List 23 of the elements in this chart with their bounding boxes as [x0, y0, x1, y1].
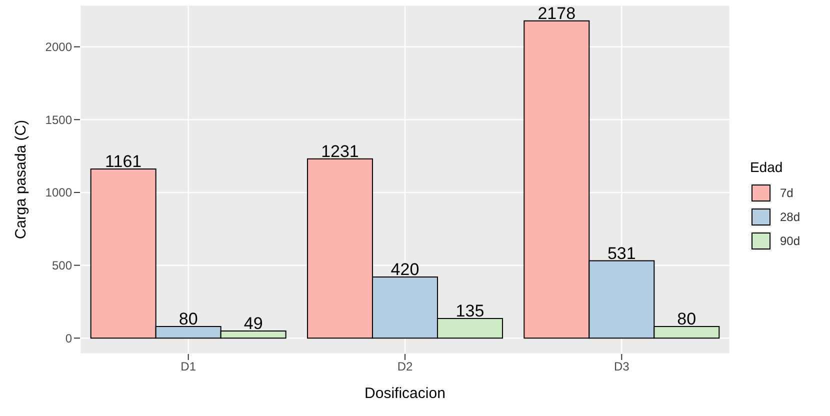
y-tick-label: 1000 [45, 186, 72, 200]
data-label: 80 [677, 309, 696, 328]
legend-title: Edad [750, 159, 784, 175]
data-label: 420 [390, 260, 420, 279]
y-tick-label: 2000 [45, 40, 72, 54]
data-label: 1161 [105, 152, 142, 172]
data-label: 2178 [538, 4, 576, 23]
y-tick-label: 0 [65, 331, 72, 346]
x-tick-label: D2 [397, 360, 413, 374]
data-label: 49 [244, 314, 263, 333]
legend-label: 28d [780, 210, 800, 224]
y-tick-label: 500 [52, 258, 72, 273]
data-label: 80 [178, 309, 198, 328]
data-label: 135 [456, 301, 484, 320]
x-tick-label: D3 [614, 360, 630, 374]
legend-label: 7d [780, 186, 794, 200]
data-label: 1231 [321, 142, 359, 161]
x-axis-title: Dosificacion [364, 385, 446, 402]
data-label: 531 [607, 244, 636, 263]
x-tick-label: D1 [180, 360, 196, 374]
legend-label: 90d [780, 234, 800, 248]
y-axis-title: Carga pasada (C) [12, 120, 30, 240]
y-tick-label: 1500 [45, 112, 72, 127]
